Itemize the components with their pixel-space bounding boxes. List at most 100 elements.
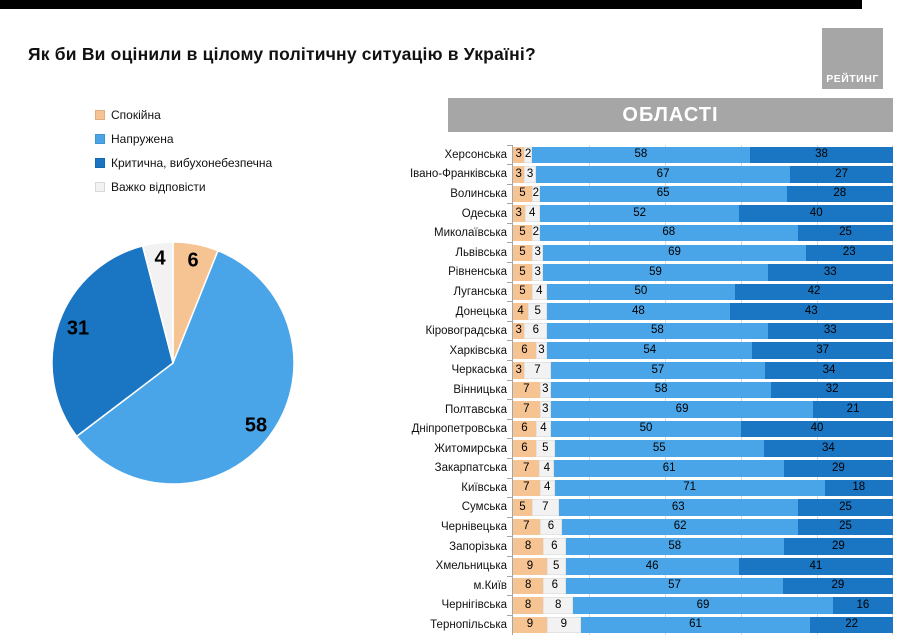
- bar-row: Чернівецька 7 6 62 25: [420, 516, 893, 537]
- segment-1: 4: [531, 283, 547, 301]
- segment-3: 32: [771, 381, 893, 399]
- segment-value: 50: [639, 422, 653, 435]
- segment-value: 55: [652, 441, 666, 454]
- segment-value: 25: [839, 226, 852, 239]
- segment-value: 18: [852, 481, 866, 494]
- row-bar: 3 2 58 38: [513, 145, 893, 165]
- segment-1: 7: [524, 362, 551, 379]
- segment-2: 50: [546, 283, 735, 301]
- segment-value: 43: [804, 304, 818, 317]
- segment-1: 4: [539, 460, 555, 477]
- segment-0: 7: [513, 401, 540, 418]
- bar-row: Львівська 5 3 69 23: [420, 242, 893, 263]
- segment-0: 5: [513, 224, 532, 242]
- segment-2: 67: [535, 166, 791, 183]
- segment-value: 8: [524, 579, 532, 592]
- region-label: Чернігівська: [441, 599, 507, 612]
- segment-value: 23: [842, 246, 856, 259]
- segment-value: 54: [643, 343, 657, 356]
- segment-2: 55: [554, 440, 764, 457]
- segment-1: 4: [539, 479, 555, 497]
- segment-3: 25: [797, 499, 893, 516]
- segment-3: 23: [805, 244, 893, 262]
- segment-1: 6: [543, 577, 567, 595]
- region-label: Закарпатська: [434, 462, 507, 475]
- segment-0: 3: [513, 362, 525, 379]
- row-bar: 3 7 57 34: [513, 361, 893, 381]
- row-bar: 8 6 57 29: [513, 576, 893, 596]
- row-bar: 9 5 46 41: [513, 556, 893, 576]
- segment-value: 3: [542, 402, 549, 415]
- segment-value: 62: [673, 520, 687, 533]
- segment-3: 27: [790, 166, 893, 183]
- row-bar: 6 3 54 37: [513, 341, 893, 361]
- segment-value: 16: [856, 598, 870, 611]
- pie-label-hard-to-answer: 4: [154, 247, 166, 270]
- bar-row: Харківська 6 3 54 37: [420, 340, 893, 361]
- segment-3: 40: [739, 205, 893, 222]
- segment-value: 71: [683, 481, 697, 494]
- segment-value: 6: [532, 324, 539, 337]
- bar-row: Сумська 5 7 63 25: [420, 497, 893, 518]
- segment-value: 34: [821, 441, 835, 454]
- pie-slice-3: [141, 241, 174, 364]
- segment-3: 21: [813, 401, 893, 418]
- legend-label-hard-to-answer: Важко відповісти: [111, 180, 206, 194]
- segment-2: 48: [547, 303, 730, 320]
- bar-row: Запорізька 8 6 58 29: [420, 536, 893, 557]
- region-label: Дніпропетровська: [411, 423, 507, 436]
- bar-row: Рівненська 5 3 59 33: [420, 262, 893, 283]
- segment-3: 29: [783, 460, 893, 477]
- pie-label-critical: 31: [66, 317, 90, 340]
- segment-value: 4: [536, 285, 543, 298]
- region-label: Рівненська: [448, 266, 507, 279]
- segment-0: 6: [513, 420, 536, 438]
- bar-row: Донецька 4 5 48 43: [420, 301, 893, 322]
- segment-0: 3: [513, 205, 525, 222]
- bar-row: Київська 7 4 71 18: [420, 477, 893, 498]
- row-bar: 7 3 58 32: [513, 380, 893, 400]
- bar-row: Одеська 3 4 52 40: [420, 203, 893, 224]
- region-label: Харківська: [449, 344, 507, 357]
- segment-0: 6: [513, 342, 536, 359]
- segment-value: 2: [524, 148, 532, 161]
- segment-value: 61: [662, 461, 676, 474]
- segment-0: 9: [513, 558, 547, 575]
- top-accent-bar: [0, 0, 862, 9]
- segment-0: 4: [513, 303, 529, 320]
- legend-item-tense: Напружена: [95, 132, 272, 146]
- segment-1: 5: [528, 303, 548, 320]
- segment-3: 41: [738, 558, 893, 575]
- segment-value: 7: [522, 461, 530, 474]
- segment-2: 69: [550, 401, 814, 418]
- segment-value: 58: [654, 383, 668, 396]
- region-label: Запорізька: [449, 540, 507, 553]
- segment-3: 40: [740, 420, 893, 438]
- segment-2: 58: [547, 322, 768, 340]
- segment-value: 41: [809, 559, 823, 572]
- segment-1: 2: [524, 146, 532, 164]
- legend-swatch-tense: [95, 134, 105, 144]
- region-label: Херсонська: [444, 148, 507, 161]
- segment-value: 48: [631, 304, 645, 317]
- segment-1: 7: [532, 499, 559, 516]
- segment-value: 5: [553, 559, 560, 572]
- segment-value: 5: [519, 187, 526, 200]
- segment-value: 4: [543, 481, 551, 494]
- segment-3: 25: [797, 224, 893, 242]
- segment-value: 69: [668, 246, 681, 259]
- row-bar: 5 4 50 42: [513, 282, 893, 302]
- segment-value: 52: [633, 206, 647, 219]
- segment-2: 52: [539, 205, 740, 222]
- segment-value: 29: [832, 461, 845, 474]
- segment-1: 3: [532, 244, 544, 262]
- bar-row: Закарпатська 7 4 61 29: [420, 458, 893, 479]
- bar-row: Чернігівська 8 8 69 16: [420, 595, 893, 616]
- segment-2: 58: [550, 381, 772, 399]
- segment-value: 6: [551, 539, 558, 552]
- segment-0: 9: [513, 616, 547, 634]
- pie-slice-1: [75, 249, 295, 485]
- row-bar: 8 8 69 16: [513, 596, 893, 616]
- segment-value: 22: [845, 618, 858, 631]
